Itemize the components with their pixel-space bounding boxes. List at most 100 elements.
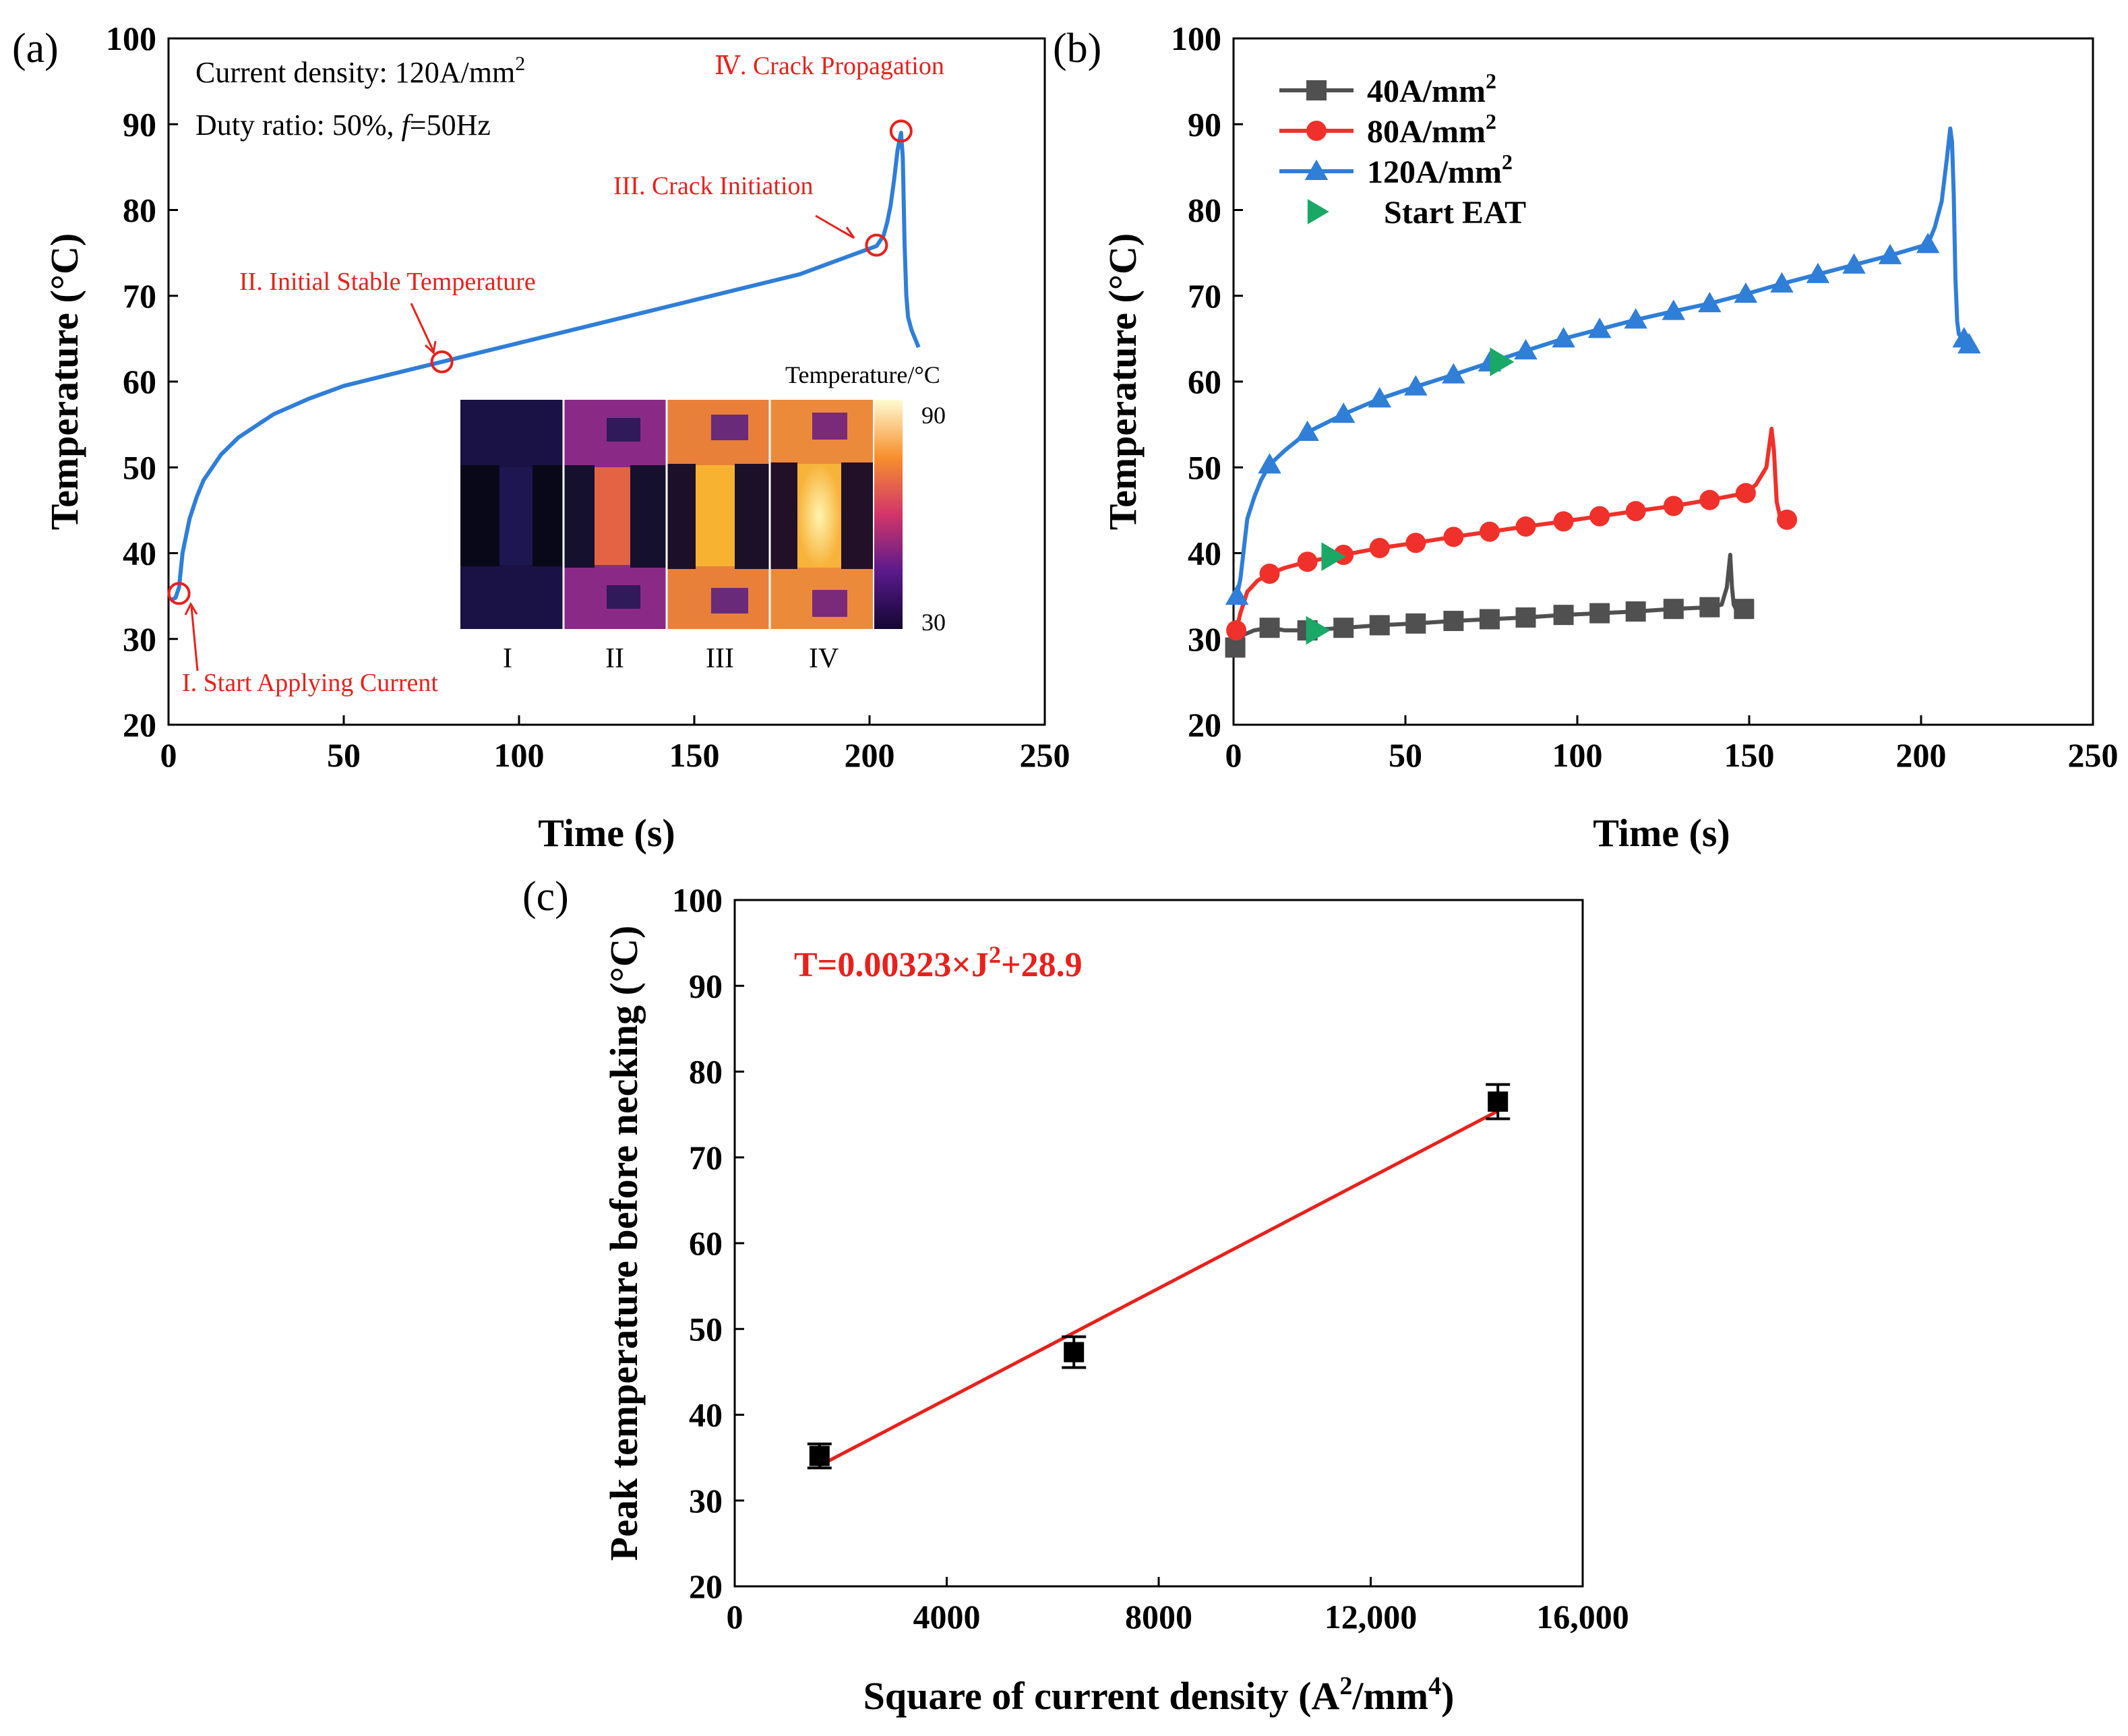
a-ytick-label: 20 [123, 706, 156, 744]
series-line-120a-mm [1235, 126, 1971, 597]
panel-a-stage-markers [167, 119, 913, 605]
data-point [809, 1445, 830, 1466]
series-point-120a-mm [1806, 262, 1830, 283]
panel-c-points [807, 1083, 1511, 1470]
series-point-120a-mm [1916, 233, 1940, 253]
start-eat-marker [1321, 542, 1346, 571]
series-point-80a-mm [1297, 551, 1318, 572]
series-point-40a-mm [1699, 597, 1720, 618]
c-xtick-label: 4000 [913, 1598, 981, 1636]
series-point-40a-mm [1553, 605, 1574, 626]
stage-circle-marker [889, 119, 913, 143]
fit-equation: T=0.00323×J2+28.9 [794, 941, 1083, 984]
a-xtick-label: 250 [1020, 736, 1070, 774]
a-ytick-label: 40 [123, 535, 156, 572]
b-ytick-label: 90 [1188, 105, 1221, 143]
legend-superscript: 2 [1486, 109, 1496, 133]
legend-superscript: 2 [1502, 150, 1513, 174]
annotation-2-arrow [410, 303, 435, 352]
a-ytick-label: 70 [123, 277, 156, 315]
series-point-40a-mm [1443, 611, 1464, 632]
series-point-80a-mm [1589, 506, 1610, 527]
series-point-80a-mm [1479, 521, 1500, 542]
series-point-120a-mm [1662, 299, 1686, 320]
series-point-120a-mm [1552, 327, 1575, 348]
thermal-frame-ii-bottom-dark [607, 585, 640, 609]
series-point-40a-mm [1479, 609, 1500, 630]
panel-a-temperature-curve [169, 131, 921, 603]
thermal-frame-i-band [499, 467, 533, 565]
panel-c-y-ticks: 20 30 40 50 60 70 80 90 100 [672, 881, 744, 1605]
series-point-40a-mm [1663, 599, 1684, 620]
inset-scale-title: Temperature/°C [785, 361, 940, 388]
thermal-frame-iii-bottom-dark [711, 588, 748, 613]
temperature-color-scale [874, 400, 903, 629]
series-point-120a-mm [1258, 453, 1281, 474]
legend-superscript: 2 [1486, 69, 1496, 93]
series-point-120a-mm [1404, 375, 1428, 396]
panel-a-x-ticks: 0 50 100 150 200 250 [160, 715, 1070, 774]
legend-marker-80a-mm [1306, 121, 1327, 141]
series-point-120a-mm [1331, 402, 1356, 423]
start-eat-marker [1490, 347, 1515, 376]
thermal-frame-ii-band [595, 467, 630, 565]
data-point [1064, 1342, 1085, 1363]
series-point-80a-mm [1515, 516, 1536, 537]
series-point-40a-mm [1369, 615, 1390, 636]
panel-a-y-ticks: 20 30 40 50 60 70 80 90 100 [106, 20, 178, 744]
stage-label-iii: III [706, 643, 734, 674]
series-point-120a-mm [1587, 318, 1612, 338]
annotation-3: III. Crack Initiation [613, 172, 814, 200]
fit-line [818, 1109, 1499, 1468]
a-xtick-label: 150 [669, 736, 720, 774]
c-xtick-label: 0 [727, 1598, 743, 1636]
a-ytick-label: 60 [123, 363, 156, 400]
series-point-80a-mm [1553, 511, 1574, 532]
thermal-frame-iv-band [797, 464, 841, 568]
series-point-40a-mm [1515, 607, 1536, 628]
b-xtick-label: 150 [1724, 736, 1775, 774]
series-point-80a-mm [1226, 620, 1247, 641]
panel-b-frame [1232, 37, 2094, 726]
series-point-40a-mm [1333, 618, 1354, 638]
c-ytick-label: 60 [689, 1224, 723, 1262]
panel-b-xlabel: Time (s) [1593, 811, 1730, 855]
panel-b-ylabel: Temperature (°C) [1101, 233, 1145, 530]
series-point-80a-mm [1625, 501, 1646, 522]
data-point [1488, 1091, 1509, 1112]
series-point-40a-mm [1589, 603, 1610, 624]
series-point-120a-mm [1698, 291, 1722, 313]
series-point-40a-mm [1259, 618, 1280, 638]
panel-b-label: (b) [1053, 26, 1101, 71]
series-point-40a-mm [1625, 601, 1646, 622]
a-ytick-label: 30 [123, 620, 156, 658]
series-point-80a-mm [1369, 537, 1390, 558]
annotation-3-arrowhead [842, 227, 855, 239]
annotation-1-arrow [190, 606, 199, 671]
c-xtick-label: 12,000 [1325, 1598, 1418, 1636]
c-ytick-label: 30 [689, 1482, 723, 1520]
a-ytick-label: 100 [106, 20, 156, 57]
series-point-80a-mm [1663, 496, 1684, 516]
b-ytick-label: 80 [1188, 191, 1221, 229]
scale-min-label: 30 [921, 609, 946, 636]
stage-label-ii: II [605, 643, 624, 674]
series-point-120a-mm [1842, 253, 1866, 274]
scale-max-label: 90 [921, 402, 946, 429]
series-point-80a-mm [1699, 489, 1720, 510]
stage-circle-marker [167, 582, 191, 605]
series-point-120a-mm [1957, 333, 1981, 354]
thermal-frame-ii-dark-right [630, 465, 666, 568]
annotation-2: II. Initial Stable Temperature [239, 268, 536, 296]
b-ytick-label: 30 [1188, 620, 1221, 658]
thermal-frame-iii-dark-left [667, 464, 696, 569]
panel-c-label: (c) [522, 874, 569, 920]
legend-label-40a-mm: 40A/mm2 [1367, 69, 1496, 109]
panel-c-ylabel: Peak temperature before necking (°C) [602, 926, 646, 1561]
panel-b-series [1225, 126, 1981, 658]
b-ytick-label: 100 [1171, 20, 1221, 57]
c-ytick-label: 80 [689, 1053, 723, 1091]
series-point-120a-mm [1225, 584, 1249, 605]
panel-a-ylabel: Temperature (°C) [42, 233, 86, 530]
c-ytick-label: 70 [689, 1139, 723, 1176]
